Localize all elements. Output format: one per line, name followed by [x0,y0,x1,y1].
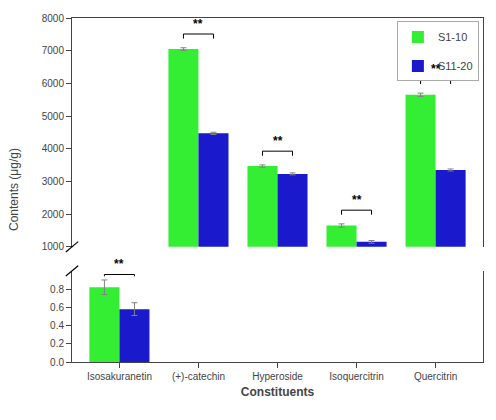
svg-text:Quercitrin: Quercitrin [414,371,457,382]
svg-text:Isoquercitrin: Isoquercitrin [329,371,383,382]
svg-text:3000: 3000 [42,176,65,187]
svg-text:1000: 1000 [42,241,65,252]
svg-text:0.2: 0.2 [50,338,64,349]
svg-text:0.0: 0.0 [50,357,64,368]
svg-text:7000: 7000 [42,45,65,56]
svg-text:**: ** [114,257,124,271]
svg-text:**: ** [193,17,203,31]
svg-text:Contents (μg/g): Contents (μg/g) [7,148,21,231]
svg-text:S11-20: S11-20 [438,60,473,72]
svg-text:8000: 8000 [42,13,65,24]
svg-text:0.6: 0.6 [50,302,64,313]
svg-text:Hyperoside: Hyperoside [252,371,303,382]
svg-text:(+)-catechin: (+)-catechin [172,371,225,382]
svg-text:4000: 4000 [42,143,65,154]
svg-text:**: ** [273,134,283,148]
svg-text:6000: 6000 [42,78,65,89]
svg-text:0.4: 0.4 [50,320,64,331]
svg-text:**: ** [352,193,362,207]
svg-text:Isosakuranetin: Isosakuranetin [87,371,152,382]
svg-text:**: ** [431,62,441,76]
svg-text:0.8: 0.8 [50,284,64,295]
svg-text:S1-10: S1-10 [438,31,467,43]
svg-text:2000: 2000 [42,209,65,220]
svg-text:Constituents: Constituents [241,385,315,399]
svg-text:5000: 5000 [42,111,65,122]
